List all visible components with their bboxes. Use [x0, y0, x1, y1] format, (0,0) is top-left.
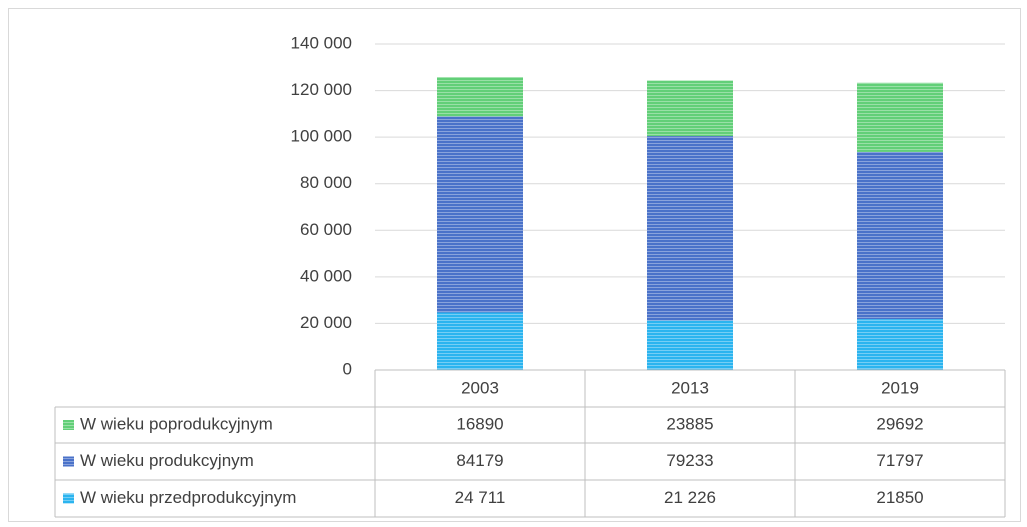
- table-value: 23885: [666, 414, 713, 433]
- table-value: 84179: [456, 451, 503, 470]
- table-value: 71797: [876, 451, 923, 470]
- y-tick-label: 140 000: [291, 33, 352, 52]
- y-tick-label: 20 000: [300, 313, 352, 332]
- legend-key: [63, 456, 74, 467]
- table-value: 21850: [876, 488, 923, 507]
- table-value: 21 226: [664, 488, 716, 507]
- y-tick-label: 0: [343, 359, 352, 378]
- y-tick-label: 100 000: [291, 127, 352, 146]
- bar-segment: [647, 320, 733, 370]
- bar-segment: [857, 319, 943, 370]
- bar-segment: [437, 116, 523, 313]
- y-tick-label: 80 000: [300, 173, 352, 192]
- legend-label: W wieku poprodukcyjnym: [80, 414, 273, 433]
- legend-label: W wieku produkcyjnym: [80, 451, 254, 470]
- bar-segment: [857, 151, 943, 320]
- bar-segment: [647, 136, 733, 321]
- x-tick-label: 2019: [881, 378, 919, 397]
- bar-segment: [437, 312, 523, 370]
- table-value: 24 711: [455, 488, 506, 507]
- x-tick-label: 2003: [461, 378, 499, 397]
- table-value: 79233: [666, 451, 713, 470]
- bar-segment: [647, 80, 733, 137]
- x-tick-label: 2013: [671, 378, 709, 397]
- table-value: 29692: [876, 414, 923, 433]
- y-tick-label: 120 000: [291, 80, 352, 99]
- y-tick-label: 60 000: [300, 220, 352, 239]
- legend-key: [63, 420, 74, 430]
- bar-segment: [437, 77, 523, 117]
- legend-label: W wieku przedprodukcyjnym: [80, 488, 296, 507]
- table-value: 16890: [456, 414, 503, 433]
- bar-segment: [857, 82, 943, 152]
- legend-key: [63, 493, 74, 504]
- y-tick-label: 40 000: [300, 266, 352, 285]
